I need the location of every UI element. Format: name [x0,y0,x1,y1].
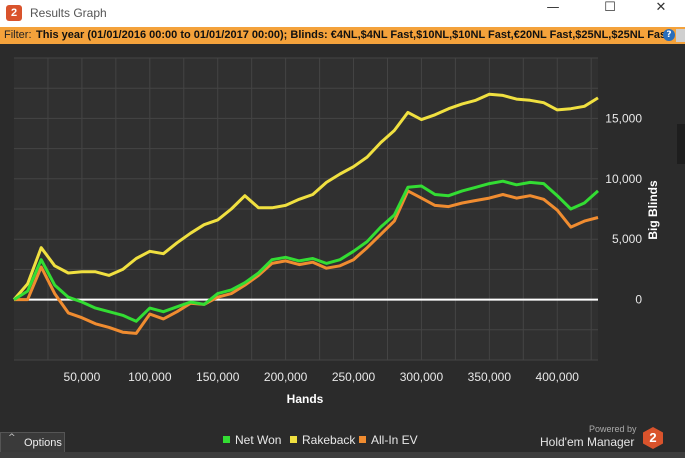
help-icon[interactable]: ? [663,29,675,41]
legend-label: Rakeback [302,433,356,447]
series-line-all-in-ev [14,189,599,335]
filter-label: Filter: [4,29,32,41]
window-title: Results Graph [30,6,107,20]
y-tick-labels: 0 5,000 10,000 15,000 [605,111,642,306]
hm2-logo-icon: 2 [6,5,22,21]
x-tick-label: 200,000 [264,370,308,384]
status-strip [0,452,685,458]
maximize-button[interactable]: ☐ [604,0,616,15]
x-tick-label: 250,000 [332,370,376,384]
results-chart: 50,000 100,000 150,000 200,000 250,000 300,00… [0,44,685,416]
y-tick-label: 5,000 [612,232,642,246]
series-line-net-won [13,179,599,323]
x-tick-label: 350,000 [468,370,512,384]
x-tick-label: 150,000 [196,370,240,384]
side-scroll-handle[interactable] [677,124,685,164]
legend-swatch [359,436,366,443]
options-button[interactable]: ^ Options [0,432,65,454]
y-tick-label: 10,000 [605,172,642,186]
filter-scroll-handle[interactable] [676,29,685,42]
title-bar: 2 Results Graph — ☐ ✕ [0,0,685,27]
filter-text[interactable]: This year (01/01/2016 00:00 to 01/01/201… [36,29,664,41]
legend-label: All-In EV [371,433,418,447]
hm2-brand-logo-icon: 2 [643,427,663,449]
y-tick-label: 0 [635,293,642,307]
series-lines [12,92,599,335]
filter-bar[interactable]: Filter: This year (01/01/2016 00:00 to 0… [0,27,685,44]
legend-label: Net Won [235,433,282,447]
x-tick-label: 300,000 [400,370,444,384]
x-tick-label: 400,000 [536,370,580,384]
options-label: Options [24,437,62,449]
minimize-button[interactable]: — [546,0,560,15]
grid-lines [14,57,598,361]
brand-name: Hold'em Manager [540,435,635,449]
x-tick-labels: 50,000 100,000 150,000 200,000 250,000 300,00… [64,370,580,384]
y-tick-label: 15,000 [605,111,642,125]
series-line-rakeback [12,92,599,301]
x-tick-label: 50,000 [64,370,101,384]
powered-by-label: Powered by [589,424,637,434]
x-axis-label: Hands [287,392,324,406]
x-tick-label: 100,000 [128,370,172,384]
chevron-up-icon: ^ [8,433,16,443]
y-axis-label: Big Blinds [646,180,660,240]
close-button[interactable]: ✕ [655,0,667,15]
legend-swatch [290,436,297,443]
legend-swatch [223,436,230,443]
